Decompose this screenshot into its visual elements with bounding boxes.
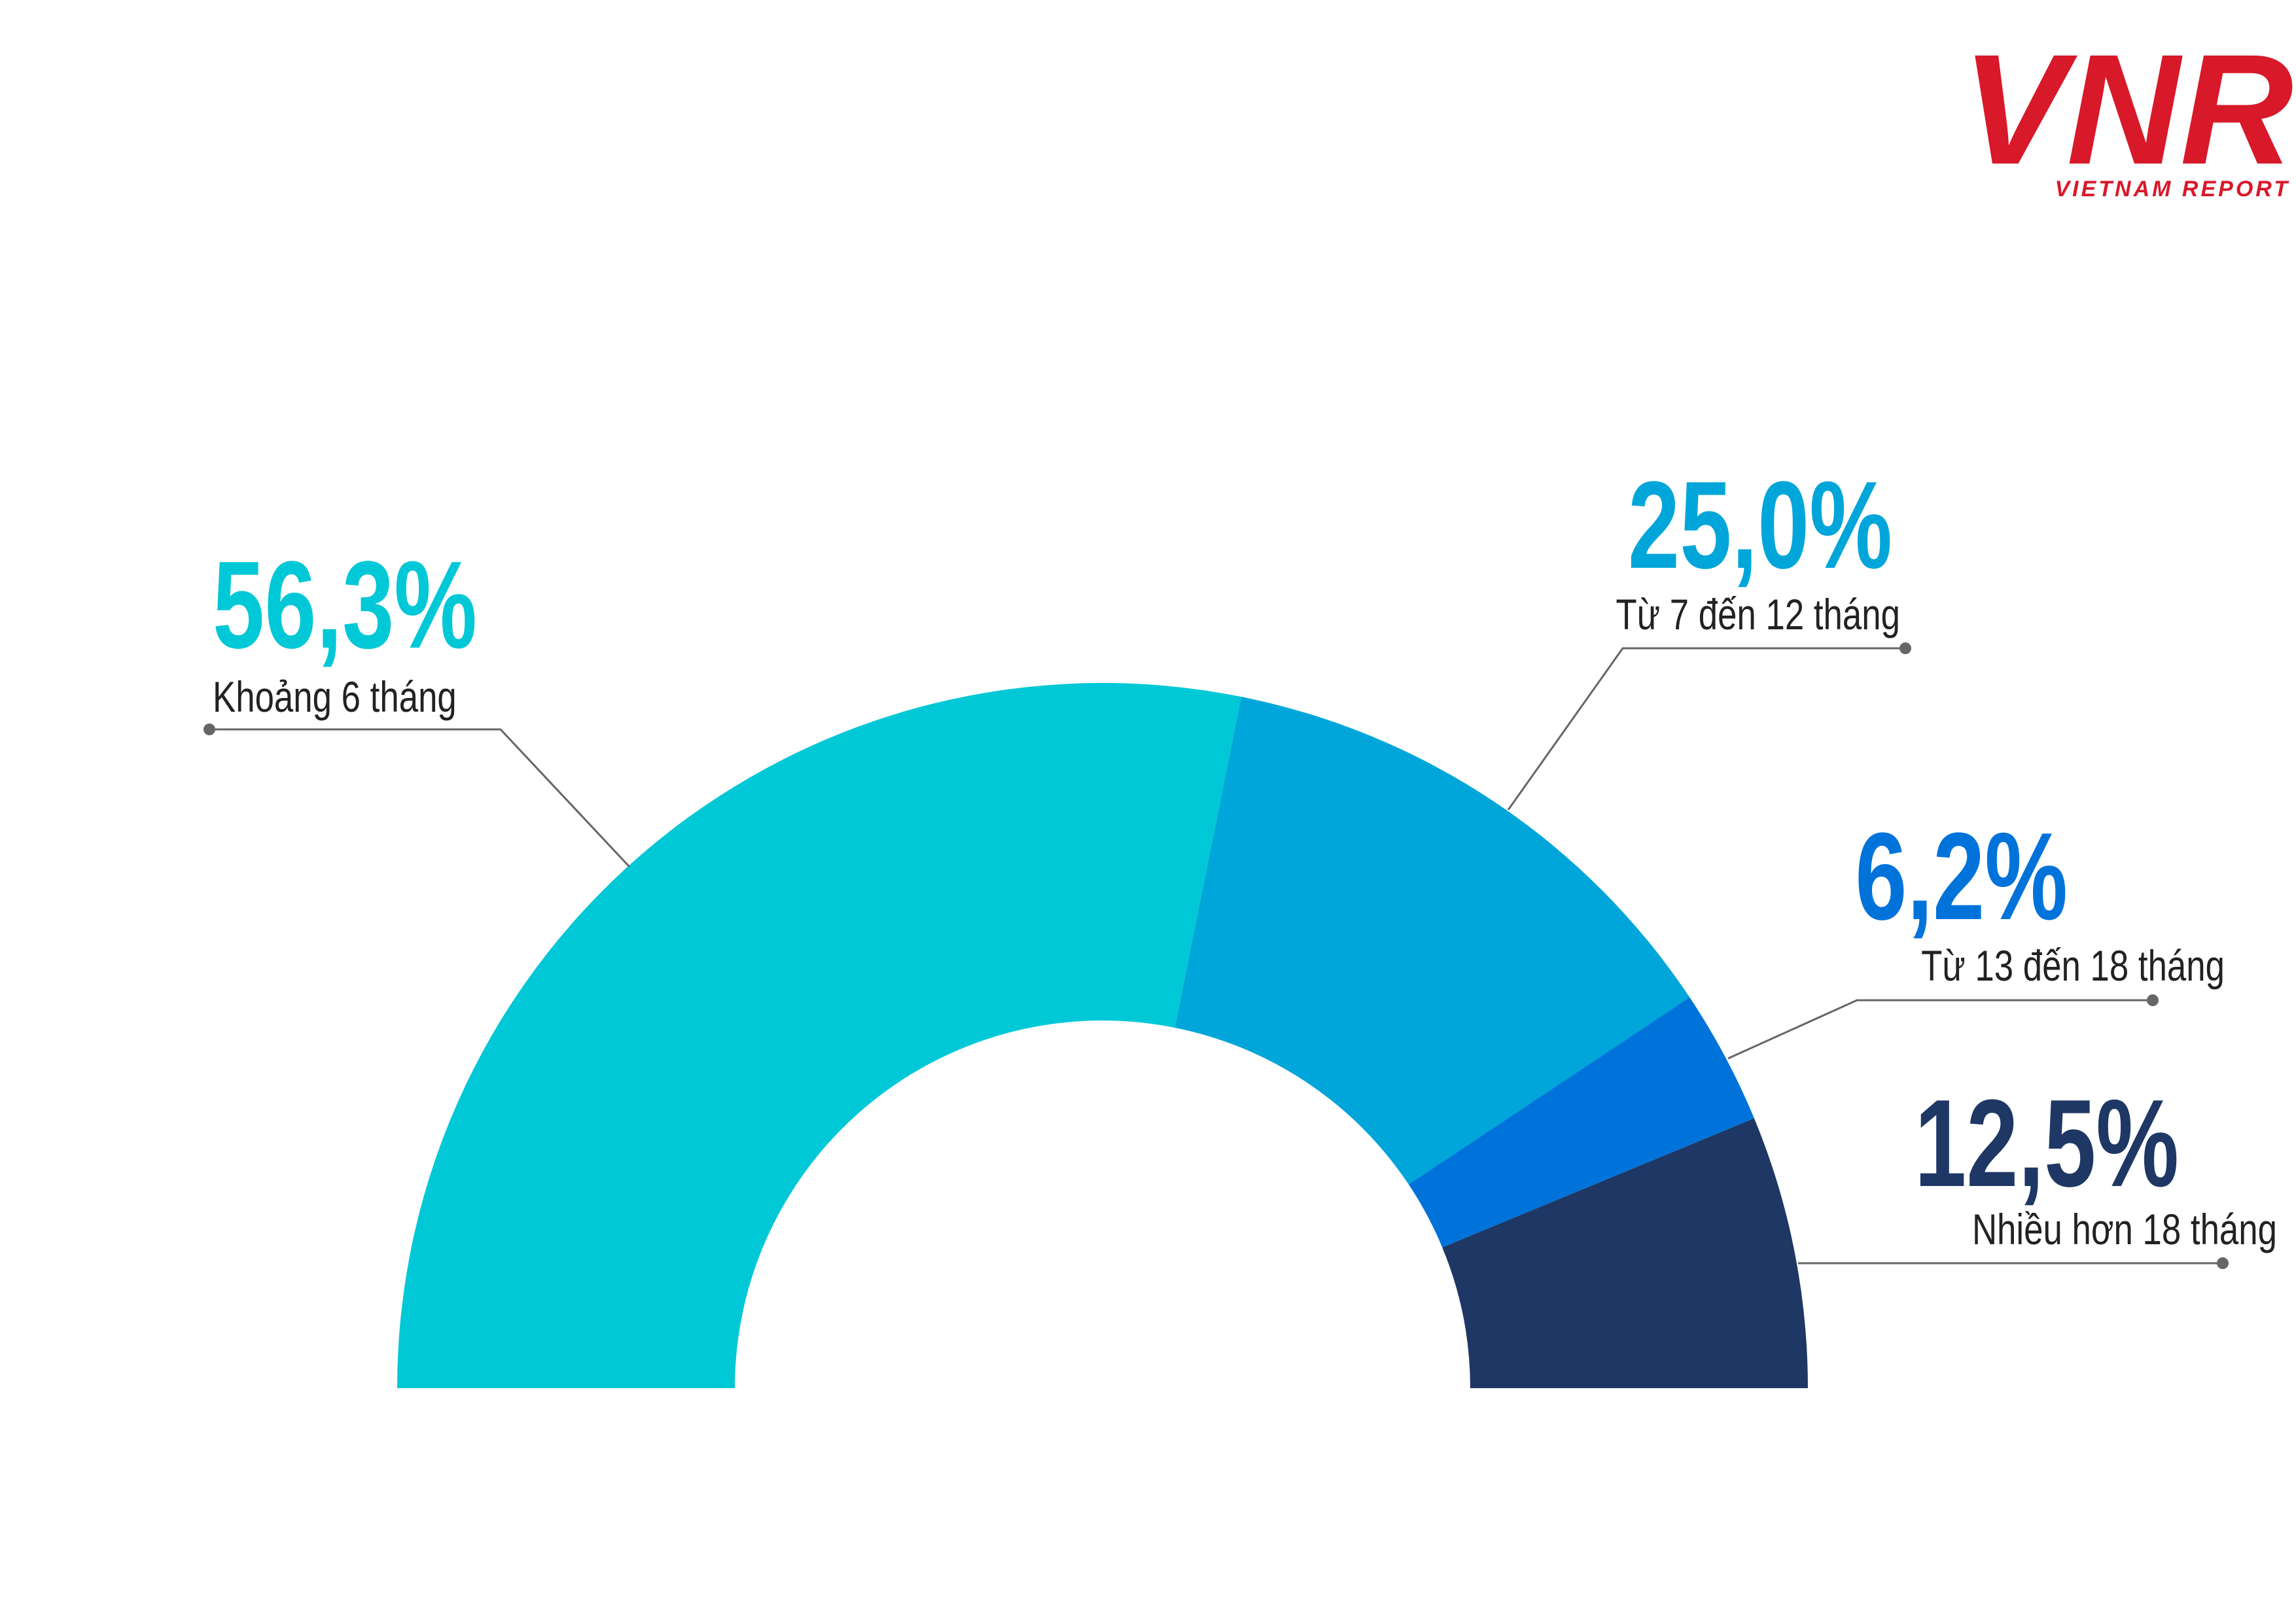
value-label: 6,2% — [1855, 807, 2068, 946]
value-label: 25,0% — [1628, 455, 1892, 595]
leader-dot — [2147, 994, 2159, 1006]
label-group: 12,5% — [1915, 1073, 2179, 1213]
leader-dot — [2217, 1257, 2229, 1269]
category-label: Khoảng 6 tháng — [213, 672, 457, 721]
leader-line — [209, 728, 631, 868]
segment — [397, 683, 1241, 1388]
leader-dot — [203, 724, 215, 735]
label-group: Nhiều hơn 18 tháng — [1972, 1205, 2277, 1253]
leader-dot — [1899, 642, 1911, 654]
segment — [1174, 697, 1690, 1185]
logo-text: VIETNAM REPORT — [2055, 177, 2290, 201]
segment — [1408, 997, 1754, 1248]
label-group: 25,0% — [1628, 455, 1892, 595]
segment — [1442, 1118, 1808, 1388]
logo-mark: VNR — [1962, 22, 2293, 197]
label-group: 6,2% — [1855, 807, 2068, 946]
category-label: Nhiều hơn 18 tháng — [1972, 1205, 2277, 1253]
leader-line — [1507, 647, 1905, 811]
category-label: Từ 13 đến 18 tháng — [1921, 941, 2225, 990]
value-label: 56,3% — [213, 535, 477, 674]
category-label: Từ 7 đến 12 tháng — [1616, 590, 1900, 638]
value-label: 12,5% — [1915, 1073, 2179, 1213]
label-group: 56,3% — [213, 535, 477, 674]
leader-line — [1727, 999, 2153, 1060]
label-group: Từ 13 đến 18 tháng — [1921, 941, 2225, 990]
label-group: Từ 7 đến 12 tháng — [1616, 590, 1900, 638]
label-group: Khoảng 6 tháng — [213, 672, 457, 721]
